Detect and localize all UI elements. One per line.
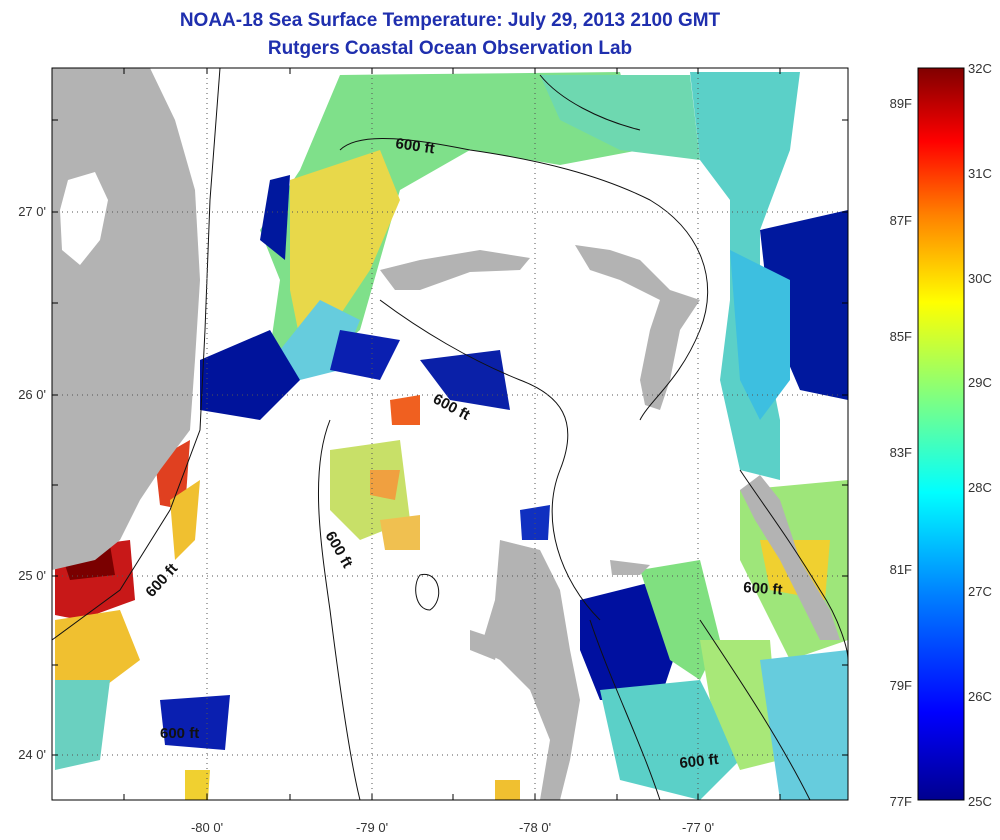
lat-label-24: 24 0': [18, 747, 46, 762]
cb-label-28c: 28C: [968, 480, 992, 495]
cb-label-32c: 32C: [968, 61, 992, 76]
lake-okeechobee: [60, 172, 108, 265]
grand-bahama-island: [380, 250, 530, 290]
cb-label-83f: 83F: [890, 445, 912, 460]
cb-label-29c: 29C: [968, 375, 992, 390]
cb-label-87f: 87F: [890, 213, 912, 228]
eleuthera-island: [740, 475, 840, 640]
lat-label-26: 26 0': [18, 387, 46, 402]
colorbar-celsius-labels: 32C 31C 30C 29C 28C 27C 26C 25C: [968, 61, 992, 809]
cb-label-31c: 31C: [968, 166, 992, 181]
lon-label-79: -79 0': [356, 820, 388, 835]
latitude-labels: 27 0' 26 0' 25 0' 24 0': [18, 204, 46, 762]
cb-label-27c: 27C: [968, 584, 992, 599]
andros-islet: [470, 630, 500, 660]
lat-label-25: 25 0': [18, 568, 46, 583]
cb-label-79f: 79F: [890, 678, 912, 693]
lon-label-80: -80 0': [191, 820, 223, 835]
colorbar: [917, 67, 965, 801]
cb-label-25c: 25C: [968, 794, 992, 809]
sst-data-layer: [55, 72, 848, 800]
map-title: NOAA-18 Sea Surface Temperature: July 29…: [179, 10, 721, 31]
graticule: [52, 68, 848, 800]
contour-label-6: 600 ft: [160, 725, 199, 742]
cb-label-81f: 81F: [890, 562, 912, 577]
contour-label-5: 600 ft: [743, 579, 783, 599]
cb-label-89f: 89F: [890, 96, 912, 111]
cb-label-77f: 77F: [890, 794, 912, 809]
bathymetry-contours: [52, 68, 848, 800]
andros-island: [480, 540, 580, 800]
land-layer: [52, 68, 840, 800]
contour-label-7: 600 ft: [679, 751, 720, 772]
bahama-islet: [610, 560, 650, 575]
cb-label-85f: 85F: [890, 329, 912, 344]
cb-label-26c: 26C: [968, 689, 992, 704]
lon-label-78: -78 0': [519, 820, 551, 835]
map-subtitle: Rutgers Coastal Ocean Observation Lab: [267, 38, 633, 59]
cb-label-30c: 30C: [968, 271, 992, 286]
lat-label-27: 27 0': [18, 204, 46, 219]
longitude-labels: -80 0' -79 0' -78 0' -77 0': [191, 820, 714, 835]
map-frame: [51, 67, 849, 801]
axis-ticks: [52, 68, 848, 800]
abaco-island: [575, 245, 700, 410]
colorbar-fahrenheit-labels: 89F 87F 85F 83F 81F 79F 77F: [890, 96, 912, 809]
contour-label-1: 600 ft: [394, 135, 435, 157]
lon-label-77: -77 0': [682, 820, 714, 835]
